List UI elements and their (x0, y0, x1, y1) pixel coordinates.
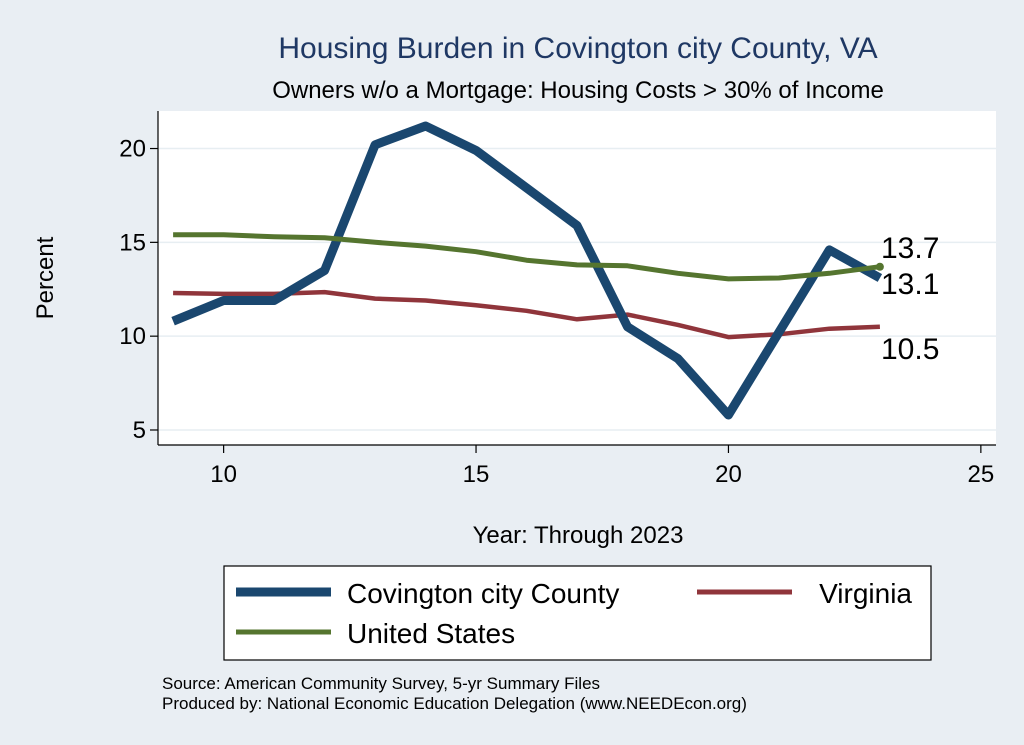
end-label-covington: 13.1 (881, 268, 939, 301)
chart-title: Housing Burden in Covington city County,… (278, 32, 877, 65)
y-tick-label: 20 (119, 136, 146, 163)
x-tick-label: 15 (463, 461, 490, 488)
end-labels: 13.1 10.5 13.7 (881, 232, 939, 366)
chart-subtitle: Owners w/o a Mortgage: Housing Costs > 3… (272, 77, 884, 104)
y-tick-label: 5 (133, 417, 146, 444)
x-tick-label: 10 (210, 461, 237, 488)
x-tick-label: 25 (968, 461, 995, 488)
x-axis-label: Year: Through 2023 (473, 522, 684, 549)
end-label-united-states: 13.7 (881, 232, 939, 265)
series-line-united-states (173, 232, 881, 282)
legend-label-covington: Covington city County (347, 578, 619, 609)
end-label-virginia: 10.5 (881, 333, 939, 366)
series-end-point-united-states (875, 262, 884, 271)
series-lines (171, 121, 884, 420)
axes (157, 111, 996, 446)
source-note: Source: American Community Survey, 5-yr … (162, 674, 600, 693)
y-axis-ticks: 5 10 15 20 (119, 136, 158, 444)
y-tick-label: 15 (119, 229, 146, 256)
legend: Covington city County Virginia United St… (223, 565, 932, 661)
x-axis-ticks: 10 15 20 25 (210, 445, 994, 488)
y-tick-label: 10 (119, 323, 146, 350)
series-line-covington (171, 121, 883, 420)
x-tick-label: 20 (715, 461, 742, 488)
plot-area (158, 111, 996, 445)
producer-note: Produced by: National Economic Education… (162, 694, 747, 713)
legend-label-virginia: Virginia (819, 578, 912, 609)
grid-lines (158, 147, 996, 431)
legend-box (223, 565, 932, 661)
legend-label-united-states: United States (347, 618, 515, 649)
y-axis-label: Percent (32, 236, 59, 319)
